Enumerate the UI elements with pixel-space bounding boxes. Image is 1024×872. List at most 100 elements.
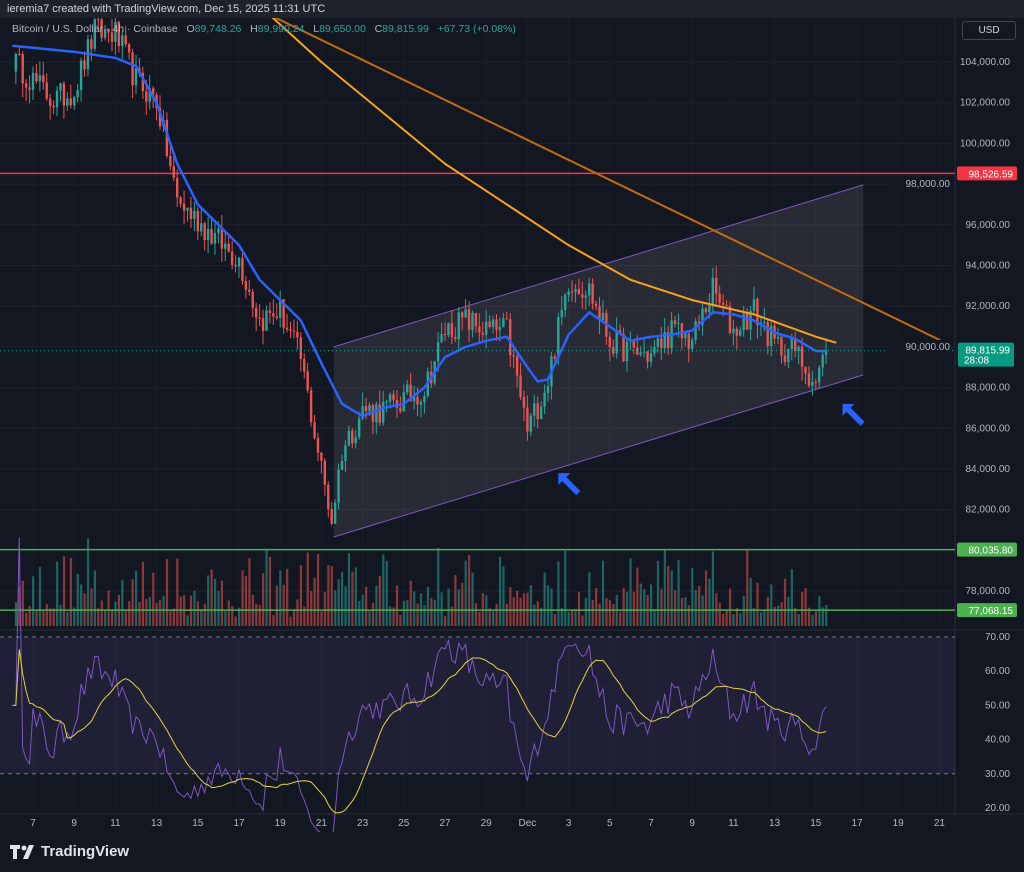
- volume-bar: [680, 597, 684, 626]
- volume-bar: [629, 558, 632, 626]
- candle-body: [649, 353, 653, 362]
- volume-bar: [674, 590, 677, 626]
- candle-body: [385, 401, 388, 403]
- arrow-annotation-icon: [842, 403, 865, 426]
- volume-bar: [759, 612, 763, 626]
- volume-bar: [505, 603, 508, 626]
- candle-body: [292, 330, 296, 332]
- volume-bar: [821, 607, 824, 626]
- plot-area: [0, 18, 955, 814]
- candle-body: [742, 313, 745, 331]
- candle-body: [206, 229, 210, 241]
- volume-bar: [176, 558, 179, 626]
- volume-bar: [739, 613, 742, 626]
- candle-body: [625, 341, 629, 362]
- candle-body: [797, 346, 800, 351]
- tradingview-logo[interactable]: TradingView: [10, 843, 129, 860]
- candle-body: [711, 277, 714, 306]
- candle-body: [254, 307, 258, 318]
- time-tick-label: 9: [689, 818, 695, 829]
- candle-body: [666, 332, 670, 349]
- time-tick-label: Dec: [519, 818, 537, 829]
- volume-bar: [310, 591, 313, 626]
- candle-body: [388, 394, 392, 402]
- time-tick-label: 19: [893, 818, 905, 829]
- rsi-ma-line: [12, 649, 827, 814]
- volume-bar: [598, 603, 601, 626]
- volume-bar: [519, 597, 522, 626]
- volume-bar: [299, 565, 302, 626]
- candle-body: [811, 382, 814, 386]
- volume-bar: [213, 578, 217, 626]
- candle-body: [169, 156, 172, 167]
- candle-body: [313, 422, 316, 438]
- volume-bar: [73, 607, 76, 626]
- candle-body: [684, 333, 687, 339]
- candle-body: [557, 317, 560, 359]
- volume-bar: [155, 603, 158, 626]
- candle-body: [344, 445, 347, 462]
- volume-bar: [718, 602, 721, 626]
- volume-bar: [286, 568, 289, 626]
- candle-body: [436, 342, 440, 362]
- candle-body: [248, 289, 251, 292]
- volume-bar: [389, 606, 392, 626]
- volume-bar: [595, 587, 598, 626]
- candle-body: [601, 312, 605, 321]
- volume-bar: [708, 578, 711, 626]
- candle-body: [55, 90, 59, 108]
- candle-body: [244, 281, 248, 290]
- volume-bar: [347, 553, 351, 626]
- candle-body: [62, 83, 66, 106]
- candle-body: [320, 452, 323, 461]
- volume-bar: [639, 583, 642, 626]
- volume-bar: [62, 556, 66, 626]
- bar-countdown: 28:08: [964, 356, 989, 367]
- candle-body: [59, 83, 62, 91]
- candle-body: [776, 336, 780, 339]
- volume-bar: [770, 584, 773, 626]
- volume-bar: [93, 570, 96, 626]
- tick-label-backdrop: [888, 339, 952, 354]
- volume-bar: [502, 566, 505, 626]
- attribution-text: ieremia7 created with TradingView.com, D…: [7, 3, 326, 15]
- currency-button[interactable]: USD: [962, 21, 1016, 40]
- volume-bar: [533, 604, 536, 626]
- candle-body: [368, 405, 371, 412]
- candle-body: [735, 328, 739, 336]
- volume-bar: [368, 611, 371, 626]
- candle-body: [632, 340, 636, 348]
- candle-body: [21, 53, 24, 84]
- high-label: H: [250, 23, 258, 35]
- candle-body: [275, 316, 278, 319]
- volume-bar: [725, 610, 728, 626]
- volume-bar: [392, 607, 395, 626]
- candle-body: [515, 356, 519, 376]
- volume-bar: [52, 608, 55, 626]
- high-value: 89,990.24: [257, 23, 305, 35]
- candle-body: [529, 415, 533, 432]
- volume-bar: [687, 605, 690, 626]
- volume-bar: [148, 597, 151, 626]
- volume-bar: [601, 560, 605, 626]
- candle-body: [103, 28, 107, 38]
- time-tick-label: 5: [607, 818, 613, 829]
- candle-body: [591, 283, 594, 304]
- candle-body: [526, 407, 529, 432]
- volume-bar: [574, 609, 577, 626]
- volume-bar: [625, 591, 629, 626]
- price-chart[interactable]: 7 9 11 13 15 17 19 21 23 25 27 29 Dec 3 5 7 9 11 13 15 17 19 2…: [0, 18, 1024, 832]
- candle-body: [546, 386, 550, 393]
- candle-body: [100, 19, 103, 38]
- candle-body: [474, 312, 478, 327]
- candle-body: [409, 384, 412, 402]
- volume-bar: [553, 613, 557, 626]
- candle-body: [306, 371, 309, 391]
- volume-bar: [756, 582, 759, 626]
- volume-bar: [316, 554, 320, 626]
- volume-bar: [636, 567, 639, 626]
- volume-bar: [409, 580, 412, 626]
- volume-bar: [114, 601, 117, 626]
- volume-bar: [59, 604, 62, 626]
- candle-body: [158, 107, 162, 127]
